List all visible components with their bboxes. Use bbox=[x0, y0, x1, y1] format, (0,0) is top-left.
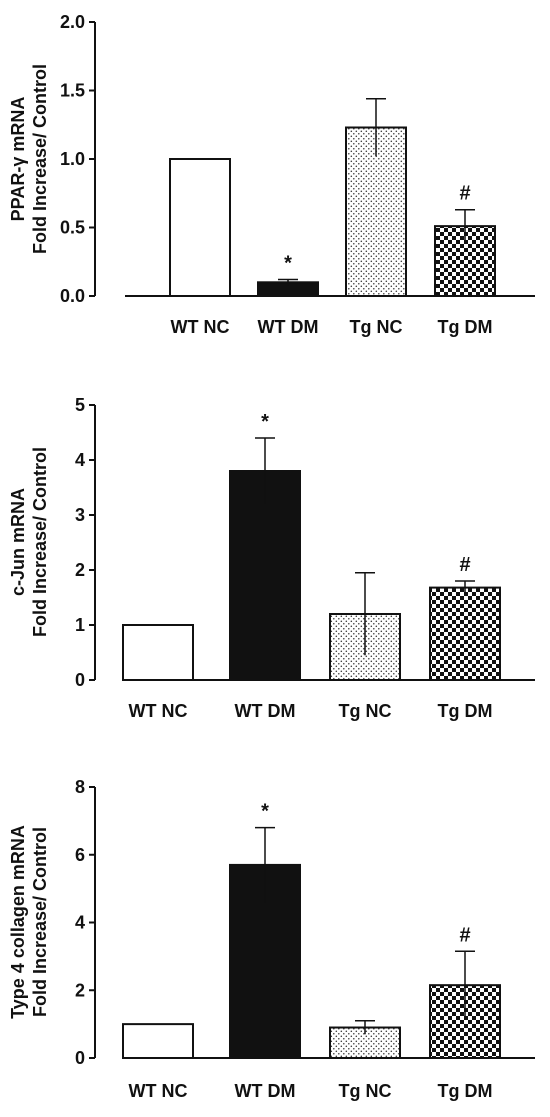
y-axis-title-line-2: Fold Increase/ Control bbox=[30, 447, 50, 637]
error-bars bbox=[255, 437, 475, 656]
bars bbox=[122, 470, 501, 681]
significance-mark: * bbox=[261, 411, 269, 433]
y-tick-label: 1 bbox=[75, 615, 85, 635]
bar-wt-nc bbox=[122, 624, 194, 681]
y-tick-label: 8 bbox=[75, 777, 85, 797]
y-axis-title: c-Jun mRNA Fold Increase/ Control bbox=[8, 447, 50, 637]
y-tick-label: 6 bbox=[75, 845, 85, 865]
bars bbox=[122, 863, 501, 1060]
significance-mark: # bbox=[459, 183, 470, 205]
c-jun-chart: c-Jun mRNA Fold Increase/ Control 0 1 2 3 4 5… bbox=[8, 395, 535, 721]
y-tick-label: 0 bbox=[75, 670, 85, 690]
x-tick-label: Tg DM bbox=[438, 1081, 493, 1101]
y-tick-labels: 0.0 0.5 1.0 1.5 2.0 bbox=[60, 12, 95, 306]
y-axis-title: PPAR-γ mRNA Fold Increase/ Control bbox=[8, 64, 50, 254]
y-tick-label: 1.0 bbox=[60, 149, 85, 169]
x-tick-label: Tg DM bbox=[438, 701, 493, 721]
y-tick-label: 5 bbox=[75, 395, 85, 415]
type-4-collagen-chart: Type 4 collagen mRNA Fold Increase/ Cont… bbox=[8, 777, 535, 1101]
bar-wt-nc bbox=[169, 158, 231, 297]
bar-wt-nc bbox=[122, 1023, 194, 1059]
y-tick-label: 0.0 bbox=[60, 286, 85, 306]
bar-wt-dm bbox=[229, 470, 301, 681]
axes bbox=[94, 405, 535, 681]
ppar-gamma-chart: PPAR-γ mRNA Fold Increase/ Control 0.00.… bbox=[8, 12, 535, 337]
y-tick-labels: 0 1 2 3 4 5 bbox=[75, 395, 95, 690]
x-tick-label: Tg NC bbox=[339, 1081, 392, 1101]
y-tick-label: 3 bbox=[75, 505, 85, 525]
significance-mark: # bbox=[459, 554, 470, 576]
x-tick-label: Tg NC bbox=[350, 317, 403, 337]
y-tick-label: 4 bbox=[75, 913, 85, 933]
y-axis-title-line-2: Fold Increase/ Control bbox=[30, 64, 50, 254]
error-bars bbox=[255, 826, 475, 1035]
bar-tg-dm bbox=[429, 586, 501, 681]
x-tick-label: Tg NC bbox=[339, 701, 392, 721]
y-axis-title-line-1: Type 4 collagen mRNA bbox=[8, 825, 28, 1019]
x-tick-labels: WT NC WT DM Tg NC Tg DM bbox=[171, 317, 493, 337]
y-tick-label: 2 bbox=[75, 560, 85, 580]
x-tick-labels: WT NC WT DM Tg NC Tg DM bbox=[129, 1081, 493, 1101]
y-axis-title: Type 4 collagen mRNA Fold Increase/ Cont… bbox=[8, 825, 50, 1019]
axes bbox=[94, 787, 535, 1059]
x-tick-label: WT DM bbox=[235, 701, 296, 721]
x-tick-label: Tg DM bbox=[438, 317, 493, 337]
axes bbox=[94, 22, 535, 297]
x-tick-label: WT DM bbox=[235, 1081, 296, 1101]
x-tick-label: WT NC bbox=[171, 317, 230, 337]
significance-marks: *# bbox=[284, 183, 470, 275]
y-tick-label: 0.5 bbox=[60, 218, 85, 238]
y-tick-label: 0 bbox=[75, 1048, 85, 1068]
significance-marks: *# bbox=[261, 801, 470, 947]
y-axis-title-line-2: Fold Increase/ Control bbox=[30, 827, 50, 1017]
y-axis-title-line-1: c-Jun mRNA bbox=[8, 488, 28, 596]
significance-marks: *# bbox=[261, 411, 470, 576]
error-bars bbox=[278, 97, 475, 286]
x-tick-label: WT NC bbox=[129, 701, 188, 721]
significance-mark: # bbox=[459, 924, 470, 946]
x-tick-labels: WT NC WT DM Tg NC Tg DM bbox=[129, 701, 493, 721]
y-tick-labels: 0 2 4 6 8 bbox=[75, 777, 95, 1068]
y-tick-label: 1.5 bbox=[60, 81, 85, 101]
y-tick-label: 2 bbox=[75, 980, 85, 1000]
bars bbox=[169, 126, 496, 298]
significance-mark: * bbox=[284, 253, 292, 275]
x-tick-label: WT NC bbox=[129, 1081, 188, 1101]
significance-mark: * bbox=[261, 801, 269, 823]
x-tick-label: WT DM bbox=[258, 317, 319, 337]
y-tick-label: 4 bbox=[75, 450, 85, 470]
y-axis-title-line-1: PPAR-γ mRNA bbox=[8, 97, 28, 222]
y-tick-label: 2.0 bbox=[60, 12, 85, 32]
